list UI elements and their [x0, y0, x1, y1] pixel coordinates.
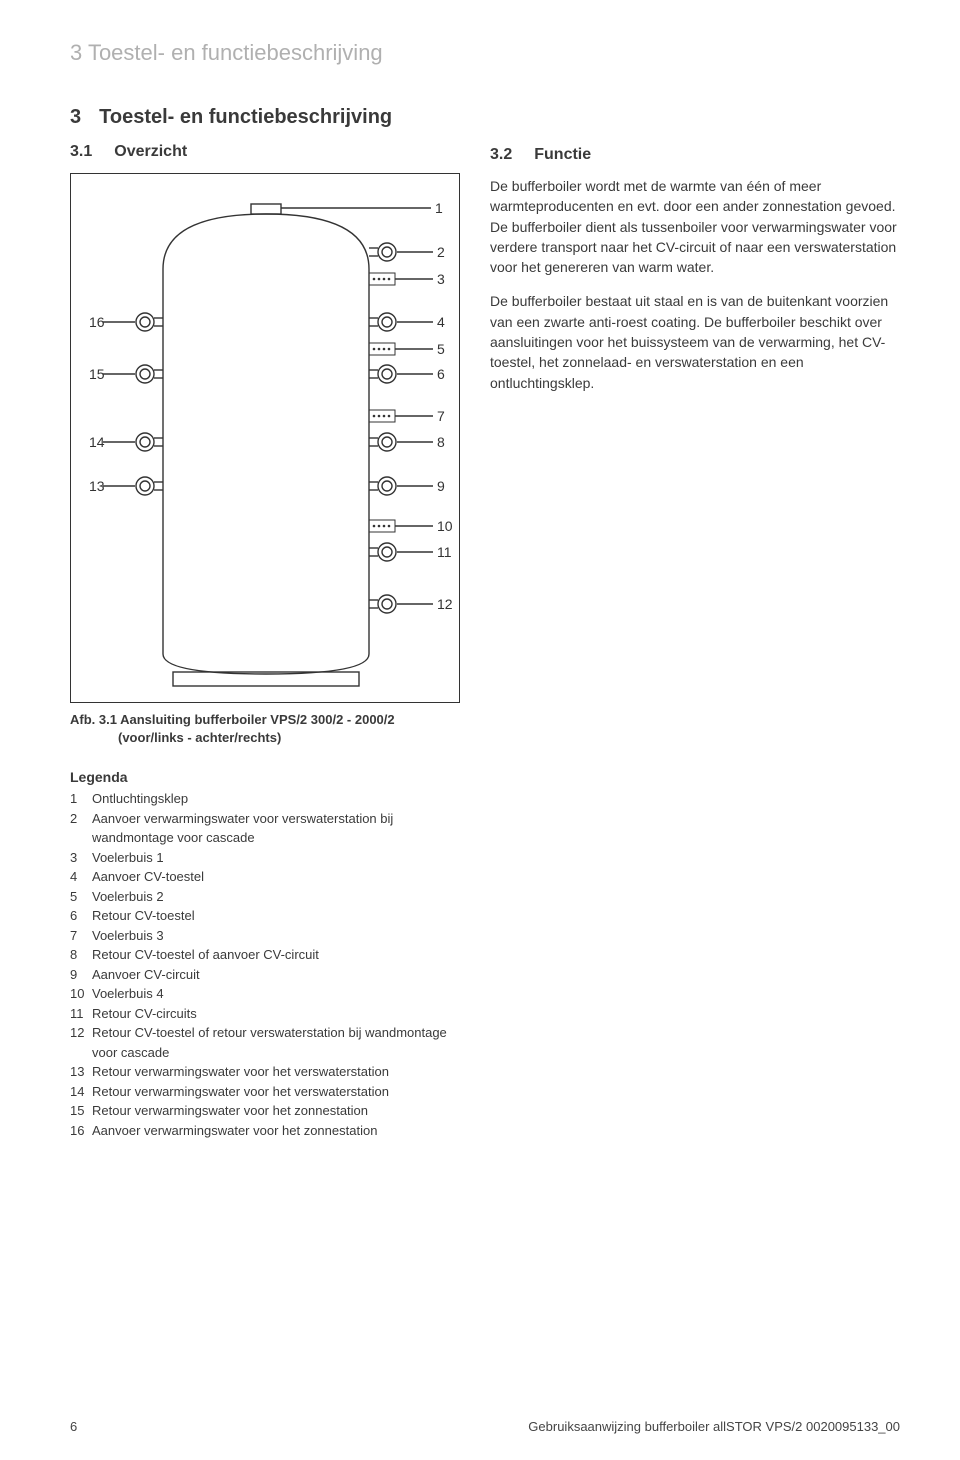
subsection-overzicht: 3.1 Overzicht: [70, 143, 460, 161]
svg-text:2: 2: [437, 244, 445, 260]
svg-text:4: 4: [437, 314, 445, 330]
figure-caption: Afb. 3.1 Aansluiting bufferboiler VPS/2 …: [70, 711, 460, 747]
legend-text: Aanvoer verwarmingswater voor verswaters…: [92, 809, 460, 848]
legend-row: 1Ontluchtingsklep: [70, 789, 460, 809]
legend-title: Legenda: [70, 769, 460, 785]
legend-row: 6Retour CV-toestel: [70, 906, 460, 926]
paragraph-1: De bufferboiler wordt met de warmte van …: [490, 176, 900, 277]
legend-row: 2Aanvoer verwarmingswater voor verswater…: [70, 809, 460, 848]
caption-line1: Afb. 3.1 Aansluiting bufferboiler VPS/2 …: [70, 712, 395, 727]
legend-num: 8: [70, 945, 92, 965]
legend-row: 4Aanvoer CV-toestel: [70, 867, 460, 887]
legend-text: Retour verwarmingswater voor het zonnest…: [92, 1101, 460, 1121]
page-footer: 6 Gebruiksaanwijzing bufferboiler allSTO…: [70, 1419, 900, 1434]
legend-num: 3: [70, 848, 92, 868]
svg-text:5: 5: [437, 341, 445, 357]
caption-line2: (voor/links - achter/rechts): [70, 730, 281, 745]
subsection-title: Overzicht: [114, 143, 187, 161]
legend-text: Retour CV-toestel: [92, 906, 460, 926]
legend-text: Voelerbuis 4: [92, 984, 460, 1004]
legend-num: 15: [70, 1101, 92, 1121]
legend-row: 13Retour verwarmingswater voor het versw…: [70, 1062, 460, 1082]
svg-text:15: 15: [89, 366, 105, 382]
legend-row: 9Aanvoer CV-circuit: [70, 965, 460, 985]
legend-text: Retour verwarmingswater voor het verswat…: [92, 1082, 460, 1102]
svg-text:12: 12: [437, 596, 453, 612]
svg-text:14: 14: [89, 434, 105, 450]
legend-num: 9: [70, 965, 92, 985]
legend-row: 15Retour verwarmingswater voor het zonne…: [70, 1101, 460, 1121]
svg-text:11: 11: [437, 544, 452, 560]
paragraph-2: De bufferboiler bestaat uit staal en is …: [490, 291, 900, 392]
legend-row: 12Retour CV-toestel of retour verswaters…: [70, 1023, 460, 1062]
legend-row: 14Retour verwarmingswater voor het versw…: [70, 1082, 460, 1102]
legend-num: 5: [70, 887, 92, 907]
legend-row: 16Aanvoer verwarmingswater voor het zonn…: [70, 1121, 460, 1141]
svg-text:13: 13: [89, 478, 105, 494]
legend-text: Voelerbuis 2: [92, 887, 460, 907]
legend-row: 8Retour CV-toestel of aanvoer CV-circuit: [70, 945, 460, 965]
subsection-num: 3.2: [490, 146, 512, 164]
legend-num: 7: [70, 926, 92, 946]
legend-text: Aanvoer CV-circuit: [92, 965, 460, 985]
svg-text:9: 9: [437, 478, 445, 494]
legend-text: Retour CV-circuits: [92, 1004, 460, 1024]
legend-row: 11Retour CV-circuits: [70, 1004, 460, 1024]
legend-num: 4: [70, 867, 92, 887]
svg-text:1: 1: [435, 200, 443, 216]
legend-text: Retour CV-toestel of retour verswatersta…: [92, 1023, 460, 1062]
page-number: 6: [70, 1419, 77, 1434]
svg-text:3: 3: [437, 271, 445, 287]
subsection-functie: 3.2 Functie: [490, 146, 900, 164]
subsection-num: 3.1: [70, 143, 92, 161]
legend-num: 14: [70, 1082, 92, 1102]
legend-text: Retour CV-toestel of aanvoer CV-circuit: [92, 945, 460, 965]
section-num: 3: [70, 106, 81, 129]
page-header: 3 Toestel- en functiebeschrijving: [70, 40, 900, 66]
legend-num: 12: [70, 1023, 92, 1062]
legend-text: Retour verwarmingswater voor het verswat…: [92, 1062, 460, 1082]
legend: Legenda 1Ontluchtingsklep2Aanvoer verwar…: [70, 769, 460, 1140]
svg-text:8: 8: [437, 434, 445, 450]
svg-text:6: 6: [437, 366, 445, 382]
legend-num: 11: [70, 1004, 92, 1024]
legend-text: Aanvoer CV-toestel: [92, 867, 460, 887]
svg-text:7: 7: [437, 408, 445, 424]
legend-row: 10Voelerbuis 4: [70, 984, 460, 1004]
legend-num: 6: [70, 906, 92, 926]
footer-doc-id: Gebruiksaanwijzing bufferboiler allSTOR …: [528, 1419, 900, 1434]
legend-num: 13: [70, 1062, 92, 1082]
svg-text:16: 16: [89, 314, 105, 330]
legend-text: Voelerbuis 3: [92, 926, 460, 946]
legend-text: Aanvoer verwarmingswater voor het zonnes…: [92, 1121, 460, 1141]
svg-text:10: 10: [437, 518, 453, 534]
legend-num: 2: [70, 809, 92, 848]
legend-row: 7Voelerbuis 3: [70, 926, 460, 946]
legend-row: 5Voelerbuis 2: [70, 887, 460, 907]
boiler-diagram: 12345678910111216151413: [70, 173, 460, 703]
section-title: Toestel- en functiebeschrijving: [99, 106, 392, 129]
legend-num: 16: [70, 1121, 92, 1141]
section-heading: 3 Toestel- en functiebeschrijving: [70, 106, 460, 129]
legend-text: Ontluchtingsklep: [92, 789, 460, 809]
legend-num: 1: [70, 789, 92, 809]
subsection-title: Functie: [534, 146, 591, 164]
legend-num: 10: [70, 984, 92, 1004]
legend-text: Voelerbuis 1: [92, 848, 460, 868]
legend-row: 3Voelerbuis 1: [70, 848, 460, 868]
